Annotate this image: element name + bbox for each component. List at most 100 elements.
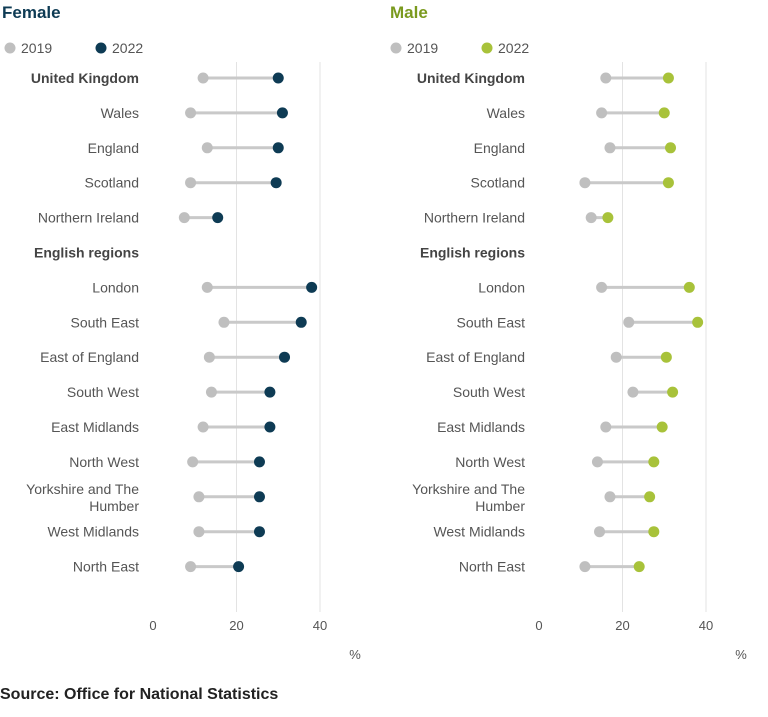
panel-title: Female [2, 3, 61, 22]
point-2022-east-midlands [264, 421, 276, 433]
legend-label-2019: 2019 [21, 40, 52, 56]
row-label-united-kingdom: United Kingdom [31, 70, 139, 86]
row-label-london: London [92, 279, 139, 295]
point-2019-wales [596, 107, 608, 119]
point-2022-east-midlands [656, 421, 668, 433]
point-2022-west-midlands [253, 526, 265, 538]
point-2022-south-west [264, 386, 276, 398]
row-label-east-of-england: East of England [40, 349, 139, 365]
point-2019-north-east [185, 561, 197, 573]
point-2022-east-of-england [279, 351, 291, 363]
x-tick-label-0: 0 [149, 618, 156, 633]
point-2019-south-west [627, 386, 639, 398]
point-2022-south-west [667, 386, 679, 398]
row-label-northern-ireland: Northern Ireland [38, 210, 139, 226]
row-label-england: England [88, 140, 139, 156]
row-label-north-east: North East [73, 559, 139, 575]
point-2019-east-midlands [600, 421, 612, 433]
point-2019-west-midlands [594, 526, 606, 538]
row-label-northern-ireland: Northern Ireland [424, 210, 525, 226]
point-2019-northern-ireland [585, 212, 597, 224]
point-2019-united-kingdom [197, 72, 209, 84]
point-2022-south-east [295, 316, 307, 328]
legend-marker-2022 [481, 42, 493, 54]
point-2019-north-west [187, 456, 199, 468]
legend-label-2022: 2022 [498, 40, 529, 56]
row-label-english-regions: English regions [34, 245, 139, 261]
row-label-wales: Wales [101, 105, 139, 121]
x-tick-label-40: 40 [699, 618, 713, 633]
point-2022-north-west [648, 456, 660, 468]
row-label-scotland: Scotland [85, 175, 139, 191]
x-tick-label-20: 20 [229, 618, 243, 633]
point-2022-london [306, 281, 318, 293]
point-2019-scotland [579, 177, 591, 189]
legend-marker-2019 [390, 42, 402, 54]
point-2022-england [665, 142, 677, 154]
point-2022-wales [658, 107, 670, 119]
point-2022-united-kingdom [272, 72, 284, 84]
point-2019-east-of-england [610, 351, 622, 363]
row-label-west-midlands: West Midlands [433, 524, 525, 540]
point-2019-yorkshire-and-the-humber [193, 491, 205, 503]
legend-label-2022: 2022 [112, 40, 143, 56]
point-2022-east-of-england [660, 351, 672, 363]
x-axis-unit-label: % [349, 647, 361, 662]
point-2022-northern-ireland [602, 212, 614, 224]
point-2022-wales [276, 107, 288, 119]
point-2022-west-midlands [648, 526, 660, 538]
row-label-south-east: South East [71, 314, 140, 330]
x-tick-label-20: 20 [615, 618, 629, 633]
male-panel: Male 2019 2022 0 20 40% United Kingdom Wales Eng… [390, 3, 747, 662]
row-label-east-midlands: East Midlands [51, 419, 139, 435]
point-2019-wales [185, 107, 197, 119]
female-panel: Female 2019 2022 0 20 40% United Kingdom Wales E… [2, 3, 361, 662]
row-label-south-west: South West [67, 384, 139, 400]
point-2022-north-east [233, 561, 245, 573]
point-2019-united-kingdom [600, 72, 612, 84]
point-2019-yorkshire-and-the-humber [604, 491, 616, 503]
point-2019-scotland [185, 177, 197, 189]
point-2022-northern-ireland [212, 212, 224, 224]
row-label-yorkshire-and-the-humber: Yorkshire and The Humber [26, 481, 139, 514]
row-label-west-midlands: West Midlands [47, 524, 139, 540]
point-2019-east-midlands [197, 421, 209, 433]
point-2019-south-east [218, 316, 230, 328]
legend-marker-2019 [4, 42, 16, 54]
row-label-english-regions: English regions [420, 245, 525, 261]
point-2022-london [683, 281, 695, 293]
point-2019-north-west [591, 456, 603, 468]
point-2019-north-east [579, 561, 591, 573]
point-2022-north-west [253, 456, 265, 468]
x-tick-label-40: 40 [313, 618, 327, 633]
point-2022-south-east [692, 316, 704, 328]
point-2022-yorkshire-and-the-humber [644, 491, 656, 503]
point-2019-south-east [623, 316, 635, 328]
row-label-east-midlands: East Midlands [437, 419, 525, 435]
point-2019-west-midlands [193, 526, 205, 538]
x-axis-unit-label: % [735, 647, 747, 662]
legend-marker-2022 [95, 42, 107, 54]
point-2019-london [596, 281, 608, 293]
row-label-south-east: South East [457, 314, 526, 330]
row-label-north-west: North West [69, 454, 139, 470]
point-2022-scotland [662, 177, 674, 189]
point-2022-north-east [633, 561, 645, 573]
row-label-south-west: South West [453, 384, 525, 400]
row-label-east-of-england: East of England [426, 349, 525, 365]
point-2022-england [272, 142, 284, 154]
source-note: Source: Office for National Statistics [0, 686, 278, 703]
row-label-wales: Wales [487, 105, 525, 121]
row-label-north-west: North West [455, 454, 525, 470]
point-2022-united-kingdom [662, 72, 674, 84]
panel-title: Male [390, 3, 428, 22]
row-label-england: England [474, 140, 525, 156]
legend-label-2019: 2019 [407, 40, 438, 56]
point-2019-england [201, 142, 213, 154]
point-2019-england [604, 142, 616, 154]
row-label-london: London [478, 279, 525, 295]
point-2022-yorkshire-and-the-humber [253, 491, 265, 503]
row-label-united-kingdom: United Kingdom [417, 70, 525, 86]
row-label-yorkshire-and-the-humber: Yorkshire and The Humber [412, 481, 525, 514]
